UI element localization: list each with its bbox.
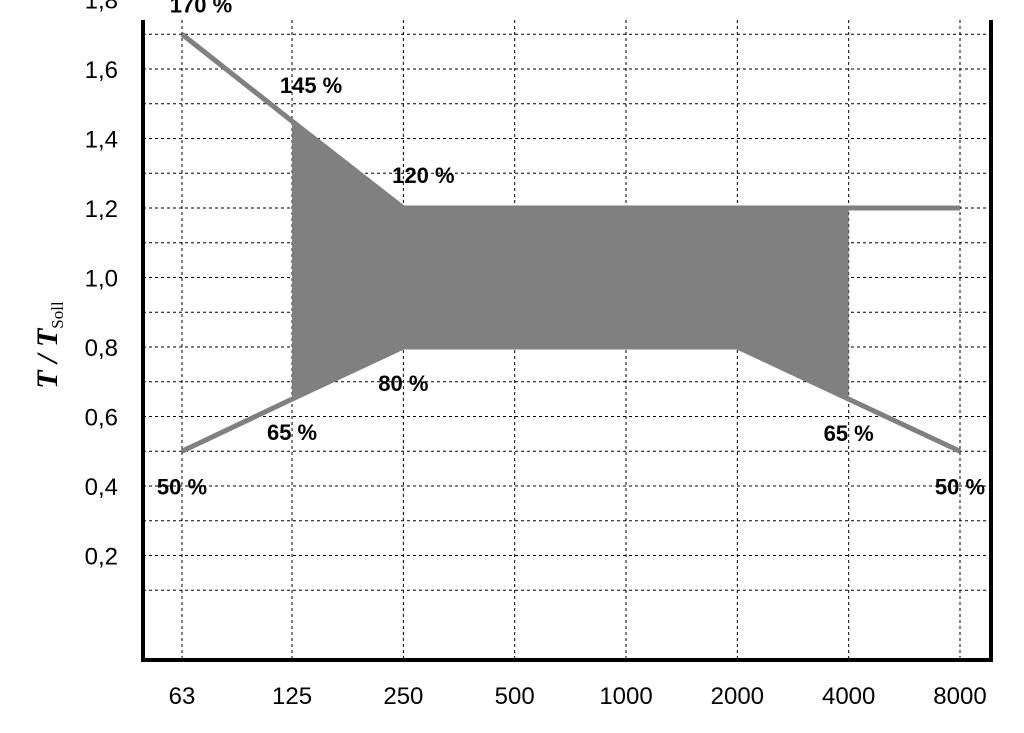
x-tick-label: 125 — [272, 683, 312, 710]
x-tick-label: 500 — [495, 683, 535, 710]
percent-annotation: 50 % — [935, 474, 985, 499]
y-tick-label: 1,6 — [85, 57, 118, 84]
percent-annotation: 80 % — [378, 371, 428, 396]
y-tick-label: 0,8 — [85, 335, 118, 362]
y-tick-label: 0,6 — [85, 405, 118, 432]
annotations: 170 % 145 % 120 % 80 % 65 % 50 % 65 % 50 % — [157, 0, 985, 499]
axes — [141, 20, 993, 662]
percent-annotation: 120 % — [392, 163, 454, 188]
x-tick-label: 8000 — [933, 683, 986, 710]
tolerance-band-area — [292, 121, 849, 400]
x-tick-label: 1000 — [599, 683, 652, 710]
y-tick-label: 1,4 — [85, 127, 118, 154]
x-tick-label: 4000 — [822, 683, 875, 710]
upper-limit-line — [180, 32, 960, 211]
percent-annotation: 50 % — [157, 474, 207, 499]
x-tick-label: 63 — [169, 683, 196, 710]
y-axis-label-main: T / T — [31, 327, 64, 389]
y-tick-label: 1,8 — [85, 0, 118, 15]
lower-limit-line — [180, 344, 962, 454]
y-tick-label: 1,0 — [85, 266, 118, 293]
y-tick-label: 0,4 — [85, 474, 118, 501]
percent-annotation: 170 % — [170, 0, 232, 17]
percent-annotation: 145 % — [280, 73, 342, 98]
limit-lines — [180, 32, 962, 454]
percent-annotation: 65 % — [824, 421, 874, 446]
y-tick-label: 0,2 — [85, 544, 118, 571]
y-axis-label-subscript: Soll — [48, 301, 67, 329]
y-tick-label: 1,2 — [85, 196, 118, 223]
percent-annotation: 65 % — [267, 420, 317, 445]
x-tick-labels: 63 125 250 500 1000 2000 4000 8000 — [169, 683, 987, 710]
x-tick-label: 250 — [383, 683, 423, 710]
x-tick-label: 2000 — [711, 683, 764, 710]
y-axis-label: T / TSoll — [31, 301, 67, 389]
tolerance-band — [292, 121, 849, 400]
y-tick-labels: 0,2 0,4 0,6 0,8 1,0 1,2 1,4 1,6 1,8 — [85, 0, 118, 571]
